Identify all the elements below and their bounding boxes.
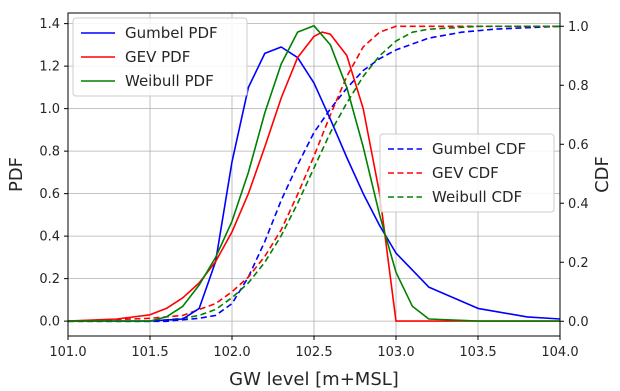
x-tick-label: 104.0	[541, 345, 578, 360]
legend-label-gev-pdf: GEV PDF	[125, 48, 190, 66]
left-y-tick-label: 0.6	[39, 187, 60, 202]
left-y-tick-label: 0.8	[39, 145, 60, 160]
x-tick-label: 102.0	[213, 345, 250, 360]
left-y-tick-label: 1.4	[39, 17, 60, 32]
x-axis-ticks: 101.0 101.5 102.0 102.5 103.0 103.5 104.0	[49, 336, 579, 360]
legend-cdf-box	[379, 133, 555, 213]
x-tick-label: 101.0	[49, 345, 86, 360]
left-y-tick-label: 1.0	[39, 102, 60, 117]
x-tick-label: 101.5	[131, 345, 168, 360]
legend-label-gumbel-pdf: Gumbel PDF	[125, 24, 218, 42]
legend-label-gumbel-cdf: Gumbel CDF	[432, 140, 526, 158]
series-line-gev-cdf	[67, 25, 560, 323]
x-axis-title: GW level [m+MSL]	[229, 369, 399, 390]
series-line-gumbel-pdf	[68, 46, 561, 322]
right-y-tick-label: 0.6	[568, 138, 589, 153]
right-y-tick-label: 1.0	[568, 20, 589, 35]
left-y-tick-label: 1.2	[39, 60, 60, 75]
legend-label-gev-cdf: GEV CDF	[432, 164, 499, 182]
series-line-gumbel-cdf	[68, 25, 561, 323]
x-tick-label: 102.5	[295, 345, 332, 360]
right-y-tick-label: 0.2	[568, 256, 589, 271]
right-y-axis-title: CDF	[592, 156, 613, 193]
series-line-gev-pdf	[67, 31, 560, 322]
x-tick-label: 103.0	[377, 345, 414, 360]
right-y-tick-label: 0.8	[568, 79, 589, 94]
left-y-axis-ticks: 0.0 0.2 0.4 0.6 0.8 1.0 1.2 1.4	[39, 17, 68, 330]
left-y-tick-label: 0.4	[39, 230, 60, 245]
series-lines	[67, 24, 561, 323]
series-line-weibull-cdf	[68, 25, 560, 323]
left-y-tick-label: 0.2	[39, 272, 60, 287]
left-y-axis-title: PDF	[6, 157, 27, 192]
legend-cdf: Gumbel CDF GEV CDF Weibull CDF	[379, 133, 555, 213]
legend-pdf-box	[72, 17, 248, 97]
x-tick-label: 103.5	[459, 345, 496, 360]
legend-label-weibull-pdf: Weibull PDF	[125, 72, 214, 90]
legend-label-weibull-cdf: Weibull CDF	[432, 188, 522, 206]
left-y-tick-label: 0.0	[39, 315, 60, 330]
legend-pdf: Gumbel PDF GEV PDF Weibull PDF	[72, 17, 248, 97]
series-line-weibull-pdf	[68, 24, 560, 322]
right-y-tick-label: 0.0	[568, 315, 589, 330]
right-y-axis-ticks: 0.0 0.2 0.4 0.6 0.8 1.0	[560, 20, 589, 330]
right-y-tick-label: 0.4	[568, 197, 589, 212]
